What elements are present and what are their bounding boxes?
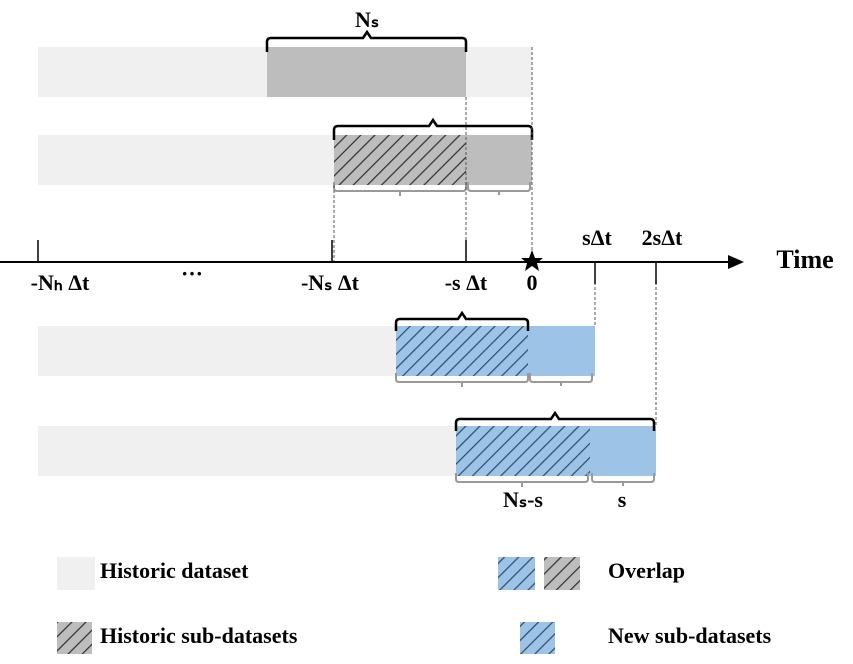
guides bbox=[333, 47, 657, 426]
axis-label: -Nₕ Δt bbox=[31, 270, 90, 295]
legend-swatch bbox=[520, 622, 555, 654]
axis-label: ··· bbox=[181, 261, 203, 286]
legend-swatch bbox=[57, 557, 95, 590]
row-2 bbox=[38, 117, 534, 196]
axis-label: -Nₛ Δt bbox=[301, 270, 360, 295]
axis-title: Time bbox=[776, 245, 833, 274]
legend-label: Historic dataset bbox=[100, 558, 249, 583]
axis-label: 2sΔt bbox=[642, 225, 683, 250]
legend-label: Historic sub-datasets bbox=[100, 623, 298, 648]
brace-label: s bbox=[618, 487, 627, 512]
legend-swatch bbox=[498, 557, 535, 590]
legend: Historic dataset Overlap Historic sub-da… bbox=[57, 557, 772, 654]
brace-label: Nₛ bbox=[355, 7, 379, 32]
row-3 bbox=[38, 310, 595, 387]
row-4 bbox=[38, 410, 656, 487]
axis-label: 0 bbox=[527, 270, 538, 295]
legend-label: Overlap bbox=[608, 558, 685, 583]
row-1 bbox=[38, 29, 532, 97]
axis-label: -s Δt bbox=[445, 270, 488, 295]
time-axis bbox=[0, 240, 744, 284]
axis-label: sΔt bbox=[582, 225, 612, 250]
legend-swatch bbox=[544, 557, 580, 590]
legend-swatch bbox=[57, 622, 92, 654]
brace-label: Nₛ-s bbox=[503, 487, 543, 512]
legend-label: New sub-datasets bbox=[608, 623, 772, 648]
